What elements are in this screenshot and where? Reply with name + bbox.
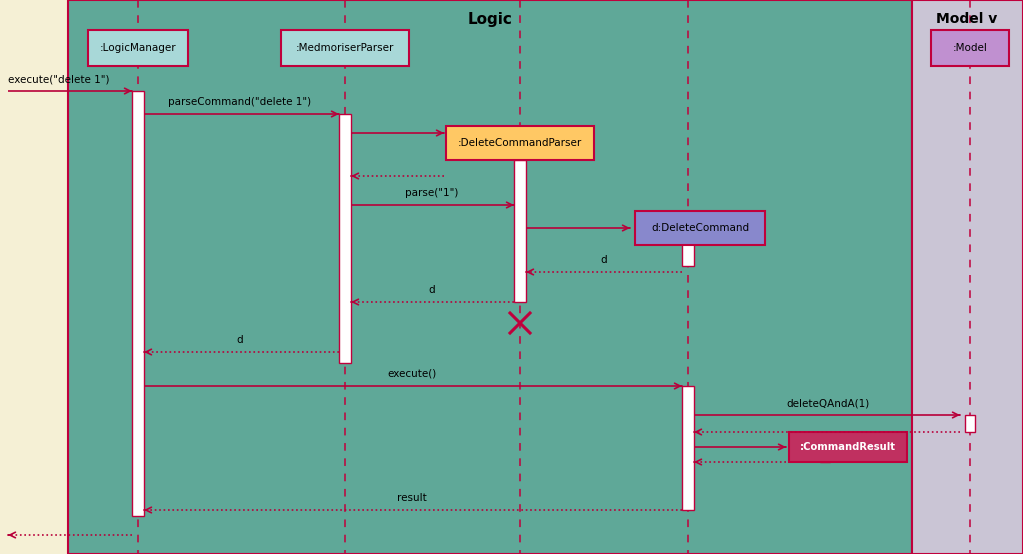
Text: execute(): execute() xyxy=(388,369,437,379)
Text: Model v: Model v xyxy=(936,12,997,26)
Text: :Model: :Model xyxy=(952,43,987,53)
Bar xyxy=(281,30,409,66)
Text: parse("1"): parse("1") xyxy=(405,188,458,198)
Bar xyxy=(132,91,144,516)
Text: result: result xyxy=(397,493,427,503)
Text: :CommandResult: :CommandResult xyxy=(800,442,896,452)
Text: d:DeleteCommand: d:DeleteCommand xyxy=(651,223,749,233)
Text: d: d xyxy=(429,285,436,295)
Bar xyxy=(635,211,765,245)
Bar xyxy=(820,433,830,462)
Bar xyxy=(789,432,907,462)
Text: Logic: Logic xyxy=(468,12,513,27)
Bar xyxy=(446,126,594,160)
Text: deleteQAndA(1): deleteQAndA(1) xyxy=(787,398,870,408)
Text: :DeleteCommandParser: :DeleteCommandParser xyxy=(458,138,582,148)
Bar xyxy=(682,386,694,510)
Text: :LogicManager: :LogicManager xyxy=(99,43,176,53)
Bar xyxy=(339,114,351,363)
Bar xyxy=(931,30,1009,66)
Text: parseCommand("delete 1"): parseCommand("delete 1") xyxy=(169,97,312,107)
Text: d: d xyxy=(601,255,608,265)
Text: d: d xyxy=(236,335,243,345)
Text: :MedmoriserParser: :MedmoriserParser xyxy=(296,43,394,53)
Bar xyxy=(514,160,526,302)
Bar xyxy=(68,0,911,554)
Bar xyxy=(88,30,188,66)
Text: execute("delete 1"): execute("delete 1") xyxy=(8,74,109,84)
Bar xyxy=(682,244,694,266)
Bar xyxy=(911,0,1023,554)
Bar xyxy=(0,0,68,554)
Bar xyxy=(965,415,975,432)
